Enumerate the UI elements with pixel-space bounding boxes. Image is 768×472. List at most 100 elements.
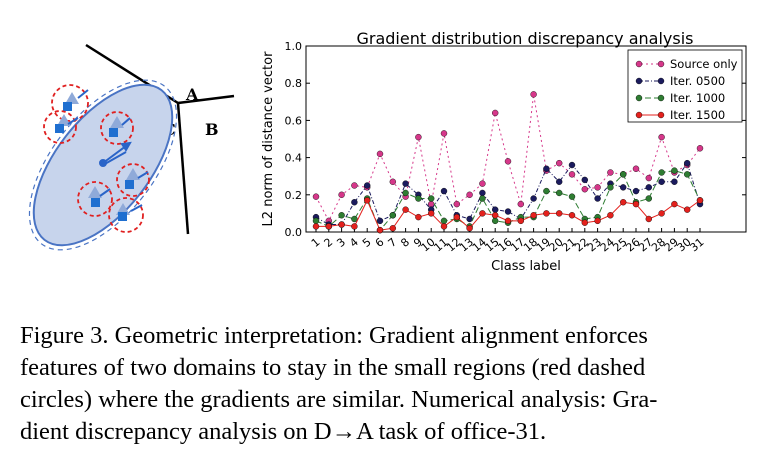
series-point-2 — [543, 187, 550, 195]
series-point-2 — [556, 189, 563, 197]
series-point-2 — [492, 217, 499, 225]
series-point-2 — [351, 215, 358, 223]
legend: Source only Iter. 0500 Iter. 1000 Iter. 150… — [627, 49, 743, 123]
series-point-3 — [325, 223, 332, 230]
series-point-3 — [453, 213, 460, 221]
series-point-1 — [671, 178, 678, 185]
x-tick-label: 1 — [309, 235, 323, 249]
series-point-2 — [658, 169, 665, 176]
series-point-0 — [376, 150, 384, 158]
legend-label: Iter. 1000 — [670, 91, 725, 105]
series-point-3 — [696, 197, 704, 204]
x-tick-label: 31 — [687, 235, 706, 254]
series-point-2 — [479, 195, 486, 202]
legend-marker — [657, 111, 665, 119]
series-point-1 — [530, 195, 537, 202]
series-point-0 — [517, 200, 524, 208]
series-point-3 — [530, 212, 537, 219]
series-point-2 — [620, 171, 627, 178]
series-point-0 — [338, 191, 345, 199]
series-point-0 — [466, 191, 473, 199]
series-point-3 — [568, 212, 576, 219]
series-point-0 — [415, 133, 422, 141]
series-point-0 — [389, 178, 396, 185]
series-point-2 — [645, 195, 652, 202]
region-label-a: A — [185, 85, 199, 104]
series-point-3 — [376, 226, 384, 234]
discrepancy-chart: Gradient distribution discrepancy analys… — [261, 29, 747, 274]
x-tick-label: 4 — [347, 235, 361, 249]
boundary-line-right — [177, 94, 235, 105]
series-point-3 — [607, 212, 614, 219]
x-tick-label: 8 — [398, 235, 412, 249]
sample-cluster-1 — [51, 84, 89, 122]
legend-marker — [657, 94, 665, 102]
series-point-2 — [440, 217, 448, 225]
series-point-3 — [428, 210, 435, 217]
legend-box — [627, 49, 743, 123]
series-point-0 — [696, 145, 704, 152]
series-point-0 — [351, 182, 358, 189]
sample-cluster-6 — [108, 197, 144, 233]
y-tick-label: 1.0 — [285, 40, 303, 53]
sample-cluster-4 — [116, 163, 150, 197]
legend-label: Iter. 1500 — [670, 108, 725, 122]
y-axis-label: L2 norm of distance vector — [261, 51, 276, 227]
series-point-1 — [543, 165, 550, 172]
series-point-3 — [543, 210, 550, 217]
series-point-3 — [556, 210, 563, 217]
series-point-3 — [504, 217, 512, 225]
series-point-1 — [594, 195, 601, 202]
series-point-0 — [632, 165, 640, 172]
series-point-1 — [684, 159, 691, 167]
series-point-0 — [453, 200, 460, 208]
series-point-1 — [440, 187, 448, 195]
series-point-0 — [645, 174, 652, 182]
series-point-0 — [556, 159, 563, 167]
legend-marker — [635, 111, 643, 119]
series-point-3 — [351, 223, 358, 230]
series-point-3 — [492, 212, 499, 219]
series-point-2 — [312, 217, 320, 225]
series-point-1 — [504, 208, 512, 215]
series-point-3 — [645, 215, 652, 223]
caption-line-3: circles) where the gradients are similar… — [20, 386, 658, 413]
series-point-0 — [440, 130, 448, 137]
series-point-2 — [389, 212, 396, 219]
legend-marker — [635, 77, 643, 85]
series-point-3 — [338, 221, 345, 228]
series-point-3 — [415, 213, 422, 221]
sample-cluster-5 — [77, 181, 113, 217]
caption-line-1: Figure 3. Geometric interpretation: Grad… — [20, 322, 648, 349]
series-point-1 — [645, 184, 652, 191]
series-point-1 — [556, 178, 563, 185]
series-point-0 — [504, 158, 512, 165]
series-point-2 — [415, 195, 422, 202]
plot-frame — [305, 45, 747, 233]
series-point-0 — [312, 193, 320, 200]
series-point-1 — [479, 189, 486, 197]
sample-cluster-2 — [43, 110, 77, 144]
legend-marker — [657, 77, 665, 85]
series-point-3 — [658, 210, 665, 217]
series-point-3 — [389, 225, 396, 232]
series-point-3 — [517, 217, 524, 225]
series-point-1 — [632, 187, 640, 195]
series-point-0 — [658, 133, 665, 141]
series-point-2 — [568, 193, 576, 200]
chart-title: Gradient distribution discrepancy analys… — [356, 29, 693, 48]
series-point-1 — [364, 182, 371, 189]
x-tick-label: 7 — [386, 235, 400, 249]
series-point-3 — [479, 210, 486, 217]
series-point-1 — [376, 217, 384, 225]
series-point-0 — [607, 169, 614, 176]
series-point-0 — [581, 186, 588, 193]
series-point-3 — [684, 206, 691, 213]
caption-line-4: dient discrepancy analysis on D→A task o… — [20, 418, 547, 445]
series-point-3 — [440, 223, 448, 230]
series-point-1 — [351, 199, 358, 206]
legend-marker — [635, 94, 643, 102]
series-point-2 — [402, 189, 409, 197]
legend-label: Iter. 0500 — [670, 74, 725, 88]
y-axis-ticks: 0.0 0.2 0.4 0.6 0.8 1.0 — [285, 40, 746, 239]
